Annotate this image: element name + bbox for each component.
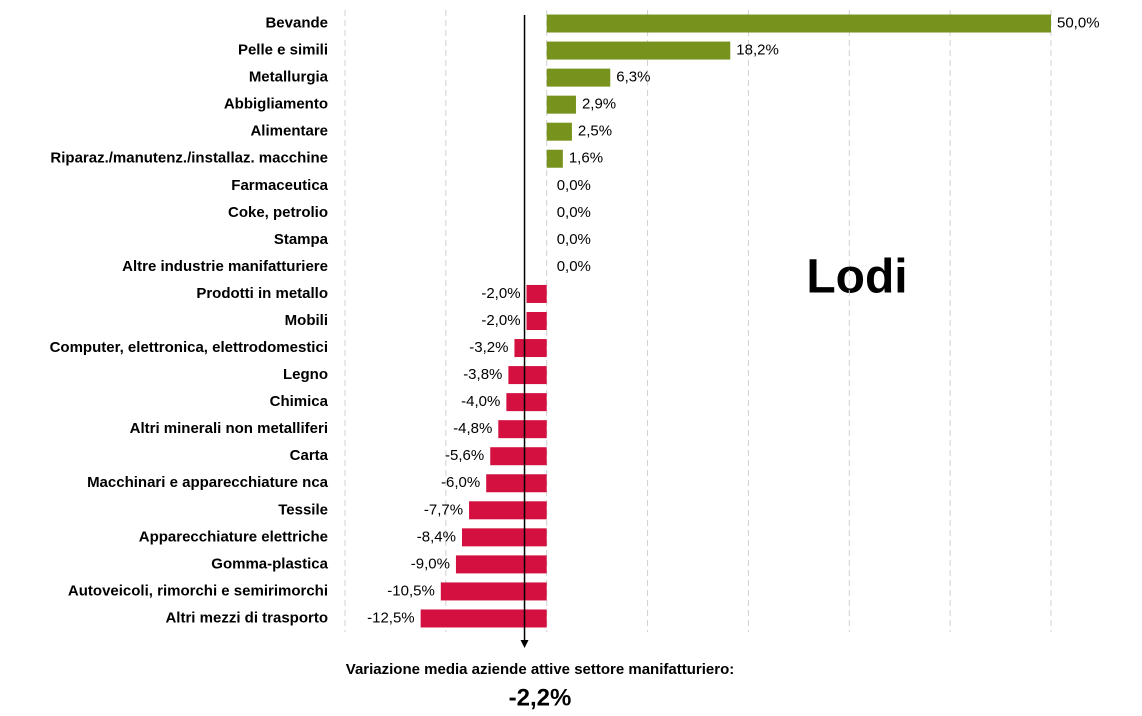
y-tick-label: Altre industrie manifatturiere: [122, 258, 328, 275]
bar: [461, 528, 547, 547]
value-label: 1,6%: [569, 150, 603, 167]
bar: [546, 14, 1051, 33]
y-tick-label: Altri minerali non metalliferi: [130, 420, 328, 437]
y-tick-label: Coke, petrolio: [228, 204, 328, 221]
average-text: Variazione media aziende attive settore …: [346, 661, 734, 678]
y-tick-label: Macchinari e apparecchiature nca: [87, 474, 329, 491]
bar: [546, 149, 563, 168]
value-label: -5,6%: [445, 447, 484, 464]
value-label: -12,5%: [367, 609, 415, 626]
value-label: 0,0%: [557, 258, 591, 275]
y-tick-label: Carta: [290, 447, 329, 464]
bar: [420, 609, 547, 628]
y-tick-label: Bevande: [265, 14, 328, 31]
y-tick-label: Abbigliamento: [224, 96, 328, 113]
value-label: -3,2%: [469, 339, 508, 356]
value-label: 0,0%: [557, 204, 591, 221]
bar: [490, 447, 547, 466]
bar: [546, 68, 611, 87]
y-tick-label: Stampa: [274, 231, 329, 248]
y-tick-label: Riparaz./manutenz./installaz. macchine: [50, 150, 328, 167]
value-label: -3,8%: [463, 366, 502, 383]
value-label: 0,0%: [557, 177, 591, 194]
y-tick-label: Farmaceutica: [231, 177, 328, 194]
y-tick-label: Gomma-plastica: [211, 555, 328, 572]
value-label: -4,8%: [453, 420, 492, 437]
annotation: Lodi: [806, 251, 907, 304]
y-tick-label: Pelle e simili: [238, 42, 328, 59]
bar: [526, 284, 547, 303]
value-label: 50,0%: [1057, 14, 1100, 31]
value-label: 6,3%: [616, 69, 650, 86]
bar: [508, 366, 547, 385]
bar: [526, 312, 547, 330]
y-tick-label: Legno: [283, 366, 328, 383]
bar: [546, 41, 731, 60]
bar: [498, 420, 547, 439]
value-label: -9,0%: [411, 555, 450, 572]
value-label: -2,0%: [481, 285, 520, 302]
bar: [486, 474, 547, 493]
y-tick-label: Metallurgia: [249, 69, 329, 86]
bar: [514, 339, 547, 358]
y-tick-label: Computer, elettronica, elettrodomestici: [50, 339, 328, 356]
bar: [546, 95, 576, 114]
value-label: -7,7%: [424, 501, 463, 518]
y-tick-label: Chimica: [270, 393, 329, 410]
y-tick-label: Apparecchiature elettriche: [139, 528, 328, 545]
value-label: -10,5%: [387, 582, 435, 599]
bar: [440, 582, 547, 601]
y-tick-label: Prodotti in metallo: [196, 285, 328, 302]
y-tick-label: Alimentare: [250, 123, 328, 140]
value-label: -2,0%: [481, 312, 520, 329]
value-label: 2,5%: [578, 123, 612, 140]
value-label: -4,0%: [461, 393, 500, 410]
value-label: -8,4%: [417, 528, 456, 545]
value-label: -6,0%: [441, 474, 480, 491]
bar: [506, 393, 547, 412]
y-tick-label: Mobili: [285, 312, 328, 329]
bar: [455, 555, 547, 574]
value-label: 18,2%: [736, 42, 779, 59]
y-tick-label: Altri mezzi di trasporto: [165, 609, 328, 626]
average-arrow: [520, 640, 529, 648]
bar: [469, 501, 547, 520]
y-tick-label: Autoveicoli, rimorchi e semirimorchi: [68, 582, 328, 599]
value-label: 2,9%: [582, 96, 616, 113]
y-tick-label: Tessile: [278, 501, 328, 518]
bar: [546, 122, 572, 141]
average-label: -2,2%: [509, 684, 572, 711]
value-label: 0,0%: [557, 231, 591, 248]
